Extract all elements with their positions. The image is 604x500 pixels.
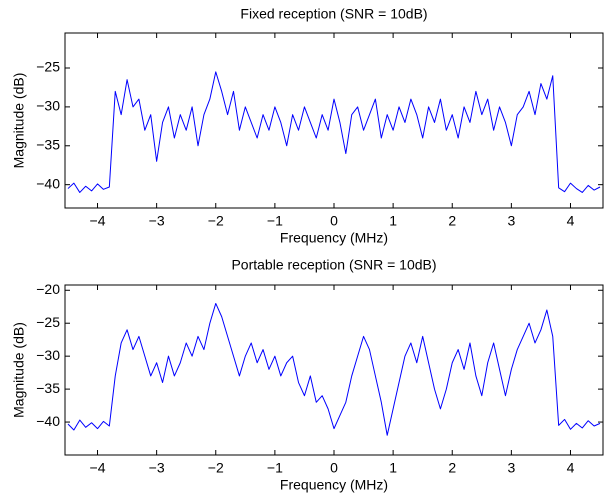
- x-tick-label: −4: [90, 460, 106, 476]
- x-tick-label: 2: [448, 213, 456, 229]
- x-tick-label: 4: [567, 213, 575, 229]
- y-axis-label: Magnitude (dB): [11, 322, 27, 418]
- x-axis-label: Frequency (MHz): [280, 230, 388, 246]
- y-tick-label: −40: [36, 175, 60, 191]
- x-tick-label: −3: [149, 213, 165, 229]
- x-tick-label: 0: [330, 213, 338, 229]
- x-tick-label: 0: [330, 460, 338, 476]
- x-tick-label: 3: [507, 460, 515, 476]
- x-tick-label: 1: [389, 213, 397, 229]
- x-tick-label: 2: [448, 460, 456, 476]
- y-axis-label: Magnitude (dB): [11, 73, 27, 169]
- x-tick-label: −1: [267, 213, 283, 229]
- y-tick-label: −25: [36, 314, 60, 330]
- x-tick-label: 3: [507, 213, 515, 229]
- x-tick-label: −2: [208, 213, 224, 229]
- chart-title: Portable reception (SNR = 10dB): [231, 257, 436, 273]
- y-tick-label: −35: [36, 380, 60, 396]
- x-tick-label: −1: [267, 460, 283, 476]
- y-tick-label: −35: [36, 136, 60, 152]
- x-axis-label: Frequency (MHz): [280, 477, 388, 493]
- plot-frame: [64, 284, 604, 456]
- plot-frame: [64, 32, 604, 209]
- chart-title: Fixed reception (SNR = 10dB): [240, 6, 427, 22]
- x-tick-label: 4: [567, 460, 575, 476]
- y-tick-label: −30: [36, 98, 60, 114]
- x-tick-label: −2: [208, 460, 224, 476]
- x-tick-label: 1: [389, 460, 397, 476]
- y-tick-label: −40: [36, 413, 60, 429]
- y-tick-label: −30: [36, 347, 60, 363]
- y-tick-label: −20: [36, 281, 60, 297]
- spectrum-line: [67, 302, 601, 436]
- y-tick-label: −25: [36, 59, 60, 75]
- x-tick-label: −3: [149, 460, 165, 476]
- spectrum-line: [67, 71, 601, 193]
- x-tick-label: −4: [90, 213, 106, 229]
